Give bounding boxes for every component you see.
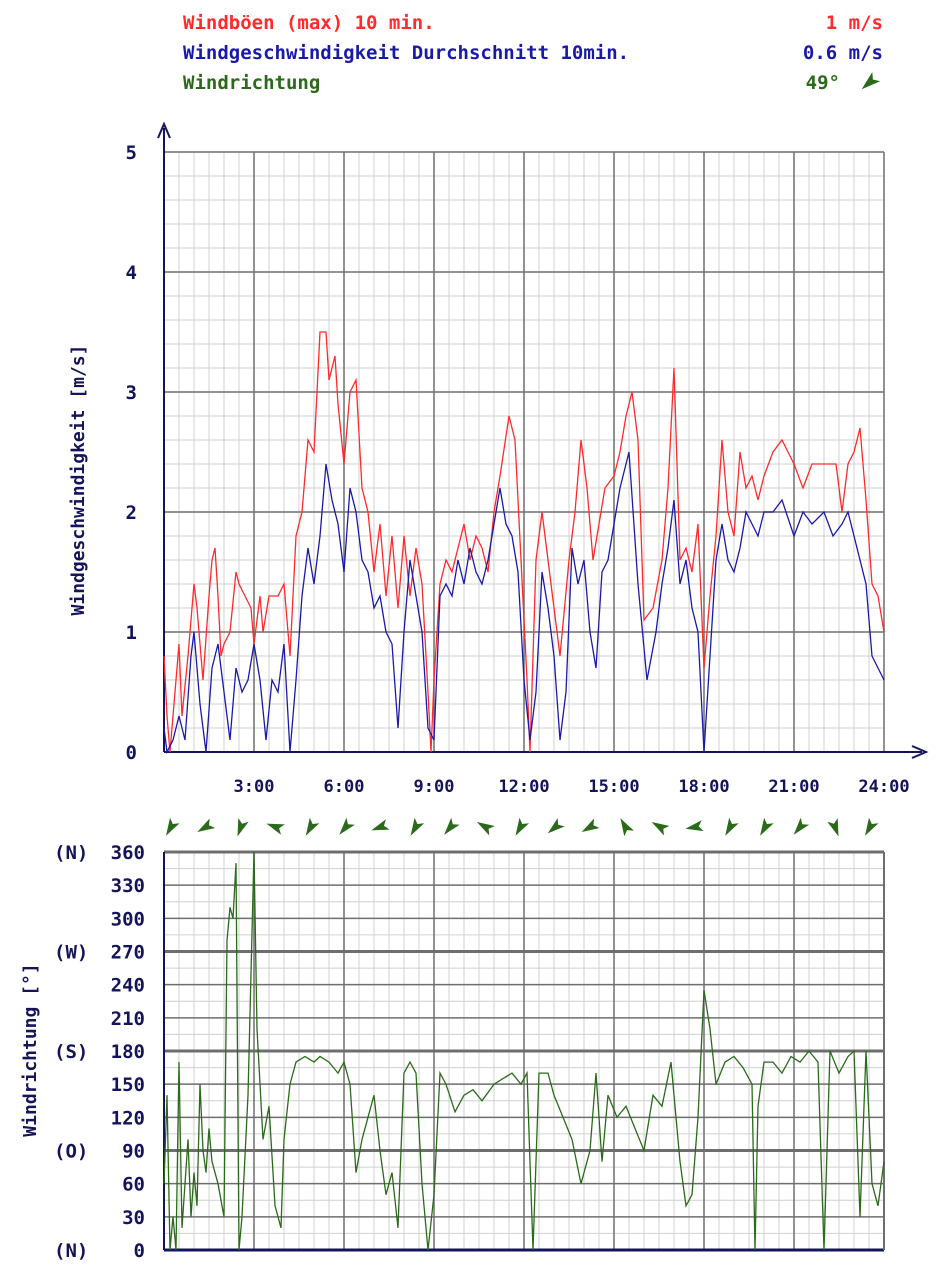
hourly-arrow-icon <box>685 820 704 832</box>
speed-x-tick-label: 9:00 <box>414 777 455 797</box>
speed-x-tick-label: 3:00 <box>234 777 275 797</box>
direction-y-tick-label: 150 <box>111 1074 145 1096</box>
hourly-arrow-icon <box>865 817 879 836</box>
direction-y-tick-label: 60 <box>122 1174 145 1196</box>
hourly-arrow-icon <box>760 817 774 836</box>
hourly-arrow-icon <box>305 817 320 836</box>
hourly-arrow-icon <box>444 817 460 835</box>
direction-y-tick-label: 180 <box>111 1041 145 1063</box>
speed-x-ticks: 3:00 6:00 9:00 12:00 15:00 18:00 21:00 24:00 <box>234 777 910 797</box>
legend-avg-label: Windgeschwindigkeit Durchschnitt 10min. <box>183 42 629 64</box>
legend-dir-value: 49° <box>806 72 840 94</box>
hourly-arrow-icon <box>339 817 355 835</box>
direction-y-tick-label: 210 <box>111 1008 145 1030</box>
direction-y-ticks: 0 30 60 90 120 150 180 210 240 270 300 330 360 (N) (O)… <box>54 842 145 1262</box>
speed-x-tick-label: 21:00 <box>768 777 819 797</box>
speed-y-ticks: 0 1 2 3 4 5 <box>126 142 137 764</box>
speed-x-tick-label: 15:00 <box>588 777 639 797</box>
speed-y-tick-label: 0 <box>126 742 137 764</box>
direction-compass-label: (W) <box>54 942 88 964</box>
legend-gust-value: 1 m/s <box>826 12 883 34</box>
hourly-arrow-icon <box>237 818 249 837</box>
hourly-arrow-icon <box>827 818 839 837</box>
hourly-arrow-icon <box>515 817 529 836</box>
speed-y-tick-label: 3 <box>126 382 137 404</box>
direction-y-tick-label: 90 <box>122 1141 145 1163</box>
hourly-arrow-icon <box>166 817 180 836</box>
legend-arrow-shape <box>861 72 881 90</box>
direction-compass-label: (N) <box>54 1240 88 1262</box>
direction-compass-label: (N) <box>54 842 88 864</box>
wind-direction-chart: 0 30 60 90 120 150 180 210 240 270 300 330 360 (N) (O)… <box>20 842 885 1262</box>
legend-dir-label: Windrichtung <box>183 72 320 94</box>
gust-series-line <box>163 331 885 753</box>
speed-y-tick-label: 5 <box>126 142 137 164</box>
hourly-arrow-icon <box>410 817 425 836</box>
speed-x-tick-label: 6:00 <box>324 777 365 797</box>
hourly-arrow-icon <box>725 817 739 836</box>
direction-y-tick-label: 120 <box>111 1107 145 1129</box>
direction-y-tick-label: 300 <box>111 908 145 930</box>
direction-y-tick-label: 240 <box>111 975 145 997</box>
speed-y-tick-label: 4 <box>126 262 137 284</box>
speed-grid <box>164 151 885 752</box>
hourly-arrow-icon <box>197 818 216 832</box>
direction-compass-label: (S) <box>54 1041 88 1063</box>
hourly-arrow-icon <box>266 823 285 835</box>
direction-y-tick-label: 270 <box>111 942 145 964</box>
speed-y-axis-label: Windgeschwindigkeit [m/s] <box>68 345 89 616</box>
speed-x-axis-arrow-icon <box>911 745 929 759</box>
speed-y-tick-label: 1 <box>126 622 137 644</box>
legend-gust-label: Windböen (max) 10 min. <box>183 12 435 34</box>
wind-speed-chart: 0 1 2 3 4 5 3:00 6:00 9:00 12:00 15:00 18:00 21:00 2… <box>68 121 929 797</box>
hourly-arrow-icon <box>581 818 600 832</box>
speed-x-tick-label: 12:00 <box>498 777 549 797</box>
legend: Windböen (max) 10 min. 1 m/s Windgeschwi… <box>183 12 883 94</box>
hourly-arrow-icon <box>793 817 810 835</box>
legend-avg-value: 0.6 m/s <box>803 42 883 64</box>
direction-compass-label: (O) <box>54 1141 88 1163</box>
wind-direction-arrow-icon <box>861 72 881 90</box>
direction-series-line <box>163 851 885 1251</box>
hourly-arrow-icon <box>371 819 390 831</box>
speed-axes <box>157 121 929 759</box>
direction-y-tick-label: 30 <box>122 1207 145 1229</box>
avg-series-line <box>163 451 885 755</box>
hourly-arrow-icon <box>651 822 670 836</box>
speed-x-tick-label: 24:00 <box>858 777 909 797</box>
hourly-arrow-icon <box>620 818 634 837</box>
speed-x-tick-label: 18:00 <box>678 777 729 797</box>
hourly-arrow-icon <box>476 822 495 836</box>
direction-y-axis-label: Windrichtung [°] <box>20 963 41 1136</box>
direction-y-tick-label: 330 <box>111 875 145 897</box>
direction-grid <box>164 850 885 1250</box>
hourly-arrow-icon <box>547 818 565 834</box>
hourly-direction-arrows <box>166 817 879 837</box>
speed-y-tick-label: 2 <box>126 502 137 524</box>
direction-y-tick-label: 0 <box>134 1240 145 1262</box>
speed-y-axis-arrow-icon <box>157 121 171 139</box>
direction-y-tick-label: 360 <box>111 842 145 864</box>
